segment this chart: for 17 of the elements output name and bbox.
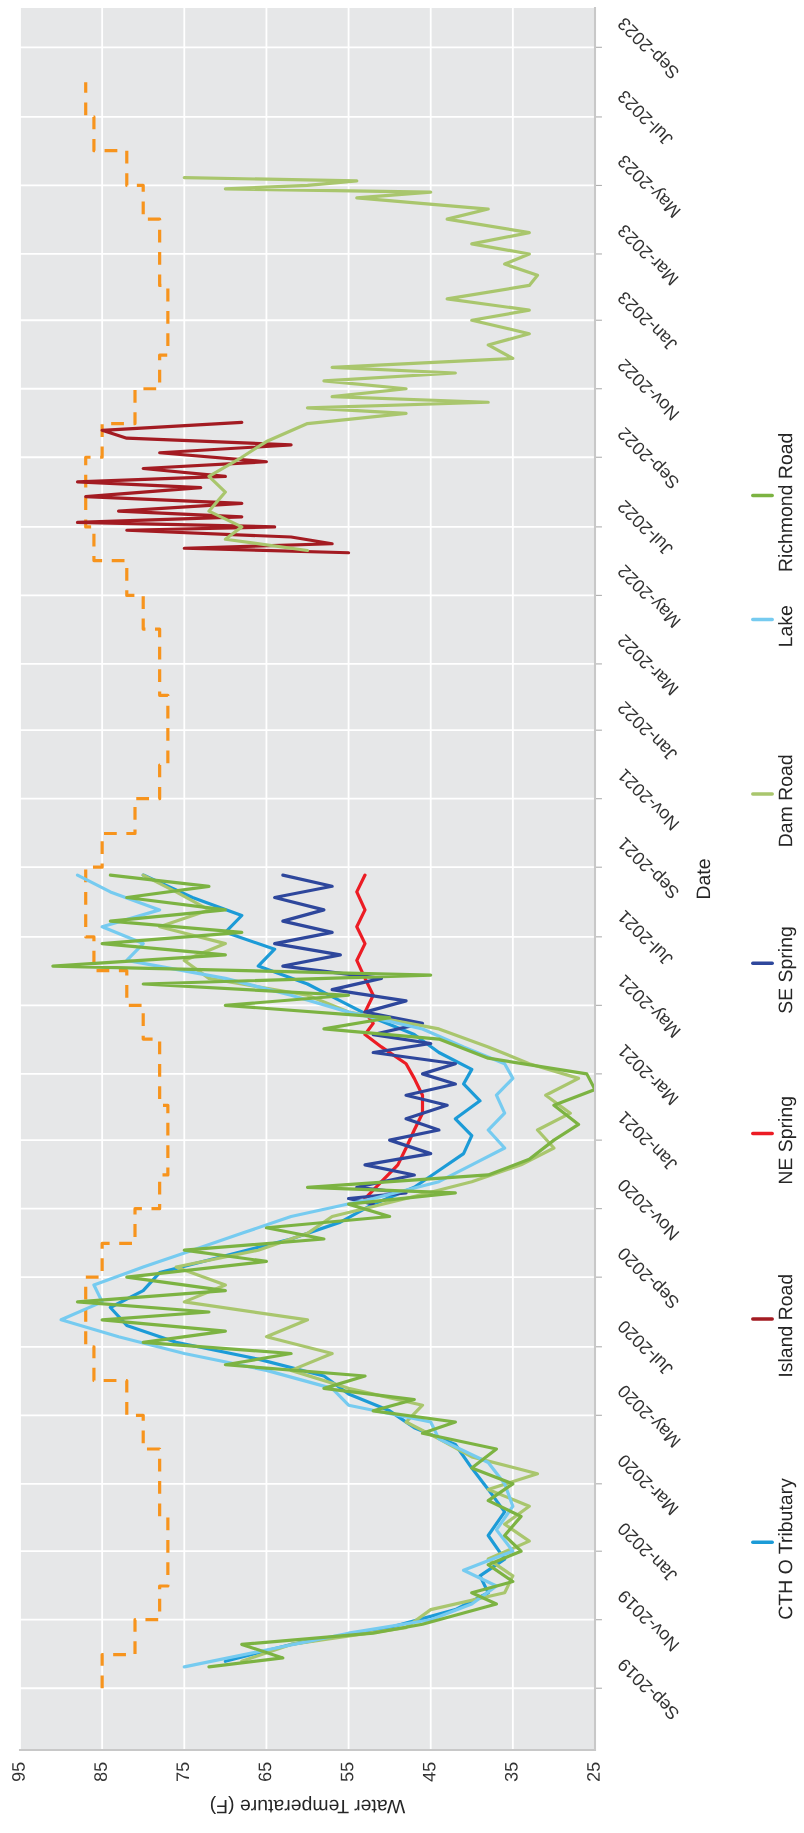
x-tick-label: 75 — [176, 1762, 190, 1781]
legend-label: SE Spring — [778, 927, 797, 1013]
legend-label: NE Spring — [778, 1097, 797, 1184]
legend-label: CTH O Tributary — [778, 1478, 797, 1619]
legend-label: Dam Road — [778, 755, 793, 846]
x-axis-title: Water Temperature (F) — [210, 1795, 406, 1815]
legend-label: Island Road — [778, 1275, 793, 1376]
x-tick-label: 85 — [94, 1762, 107, 1782]
x-tick-label: 95 — [12, 1762, 25, 1782]
x-tick-label: 25 — [587, 1762, 600, 1781]
y-axis-title: Date — [696, 859, 711, 898]
x-tick-label: 65 — [258, 1762, 272, 1781]
x-tick-label: 35 — [504, 1762, 518, 1782]
x-tick-label: 55 — [340, 1762, 354, 1782]
x-tick-label: 45 — [422, 1762, 436, 1782]
legend-label: Lake — [778, 606, 793, 646]
legend-label: Richmond Road — [778, 433, 793, 571]
